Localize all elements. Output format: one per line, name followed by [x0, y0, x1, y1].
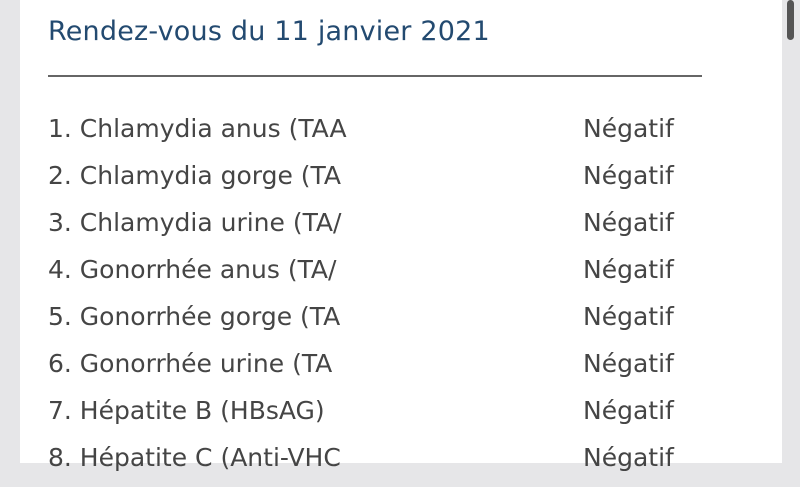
test-name: 5. Gonorrhée gorge (TA — [48, 302, 341, 331]
test-result-row: 1. Chlamydia anus (TAA Négatif — [48, 114, 708, 158]
test-result: Négatif — [583, 302, 674, 331]
test-name: 4. Gonorrhée anus (TA/ — [48, 255, 337, 284]
divider — [48, 75, 702, 77]
appointment-title: Rendez-vous du 11 janvier 2021 — [48, 16, 490, 47]
test-name: 3. Chlamydia urine (TA/ — [48, 208, 342, 237]
test-name: 8. Hépatite C (Anti-VHC — [48, 443, 341, 472]
test-result-row: 2. Chlamydia gorge (TA Négatif — [48, 161, 708, 205]
test-result: Négatif — [583, 161, 674, 190]
test-name: 2. Chlamydia gorge (TA — [48, 161, 341, 190]
test-result-row: 6. Gonorrhée urine (TA Négatif — [48, 349, 708, 393]
test-name: 7. Hépatite B (HBsAG) — [48, 396, 325, 425]
test-result-row: 4. Gonorrhée anus (TA/Négatif — [48, 255, 708, 299]
test-result-row: 8. Hépatite C (Anti-VHC Négatif — [48, 443, 708, 487]
test-name: 1. Chlamydia anus (TAA — [48, 114, 347, 143]
test-result-row: 3. Chlamydia urine (TA/Négatif — [48, 208, 708, 252]
test-result: Négatif — [583, 255, 674, 284]
test-result: Négatif — [583, 396, 674, 425]
test-result-row: 7. Hépatite B (HBsAG) Négatif — [48, 396, 708, 440]
test-name: 6. Gonorrhée urine (TA — [48, 349, 333, 378]
test-result: Négatif — [583, 443, 674, 472]
test-result: Négatif — [583, 349, 674, 378]
scrollbar[interactable] — [787, 0, 794, 40]
test-result: Négatif — [583, 114, 674, 143]
test-result: Négatif — [583, 208, 674, 237]
results-card — [20, 0, 782, 463]
test-result-row: 5. Gonorrhée gorge (TA Négatif — [48, 302, 708, 346]
